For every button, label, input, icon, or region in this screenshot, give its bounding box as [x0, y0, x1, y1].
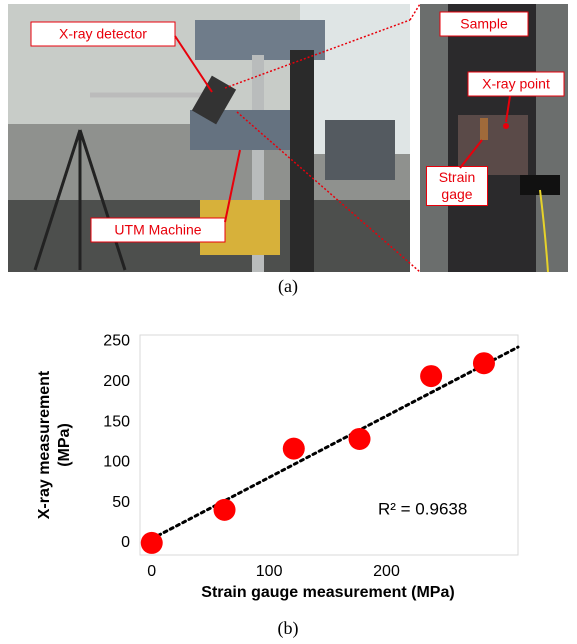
figure: X-ray detector UTM Machine Sample X-ray …: [0, 0, 577, 644]
point: [214, 499, 236, 521]
y-tick-label: 250: [103, 333, 130, 350]
photo-label: X-ray point: [482, 76, 550, 92]
point: [349, 428, 371, 450]
caption: (a): [278, 276, 298, 297]
point: [473, 352, 495, 374]
y-tick-label: 100: [103, 454, 130, 471]
y-tick-label: 200: [103, 373, 130, 390]
point: [141, 532, 163, 554]
photo-label: X-ray detector: [59, 26, 147, 42]
photo-label: Sample: [460, 16, 508, 32]
y-tick-label: 150: [103, 413, 130, 430]
x-tick-label: 100: [256, 563, 283, 580]
x-tick-label: 200: [373, 563, 400, 580]
y-axis-title: X-ray measurement (MPa): [35, 370, 75, 520]
point: [420, 365, 442, 387]
x-tick-label: 0: [147, 563, 156, 580]
y-axis-title-box: X-ray measurement (MPa): [35, 330, 85, 560]
annotation: R² = 0.9638: [378, 499, 467, 518]
y-tick-label: 50: [112, 494, 130, 511]
photo-label: UTM Machine: [114, 222, 201, 238]
plot-area: [140, 335, 518, 555]
y-tick-label: 0: [121, 534, 130, 551]
photo-right: [420, 4, 568, 272]
photo-label-box: Strain gage: [426, 166, 488, 216]
x-axis-title: Strain gauge measurement (MPa): [201, 584, 454, 601]
photo-label: Strain gage: [426, 166, 488, 206]
point: [283, 438, 305, 460]
caption: (b): [278, 618, 299, 639]
page: X-ray detector UTM Machine Sample X-ray …: [0, 0, 577, 644]
